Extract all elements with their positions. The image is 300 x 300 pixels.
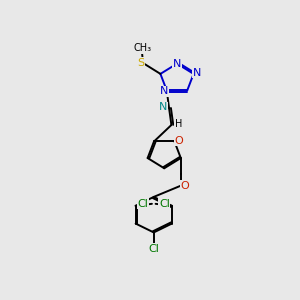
Text: CH₃: CH₃ xyxy=(134,43,152,53)
Text: Cl: Cl xyxy=(138,199,148,209)
Text: N: N xyxy=(173,58,181,69)
Text: H: H xyxy=(175,119,182,129)
Text: O: O xyxy=(174,136,183,146)
Text: N: N xyxy=(160,86,168,96)
Text: N: N xyxy=(193,68,201,78)
Text: Cl: Cl xyxy=(159,199,170,209)
Text: O: O xyxy=(181,181,189,191)
Text: Cl: Cl xyxy=(148,244,159,254)
Text: S: S xyxy=(137,58,144,68)
Text: N: N xyxy=(159,102,167,112)
